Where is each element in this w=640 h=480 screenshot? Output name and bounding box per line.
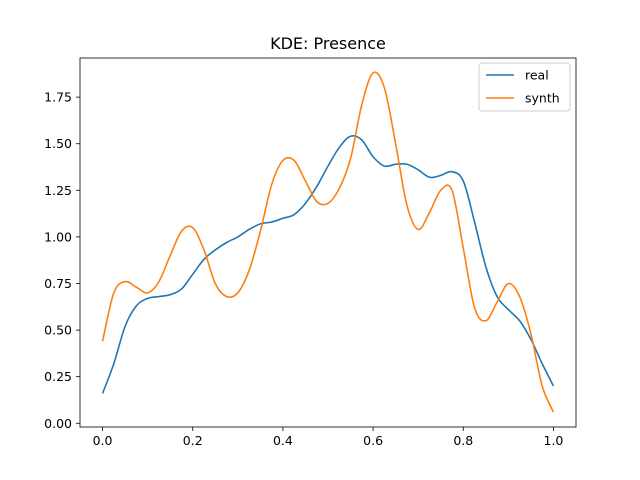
y-tick-label: 0.25 xyxy=(44,369,72,384)
plot-frame xyxy=(79,57,577,428)
y-tick-label: 1.25 xyxy=(44,183,72,198)
y-tick-label: 0.50 xyxy=(44,323,72,338)
y-tick-label: 1.50 xyxy=(44,136,72,151)
y-tick-label: 1.00 xyxy=(44,229,72,244)
y-axis: 0.00 0.25 0.50 0.75 1.00 1.25 1.50 1.75 xyxy=(44,90,80,431)
series-line-synth xyxy=(101,71,555,413)
y-tick-label: 1.75 xyxy=(44,90,72,105)
x-tick-label: 0.8 xyxy=(453,433,473,448)
y-tick-label: 0.75 xyxy=(44,276,72,291)
x-axis: 0.0 0.2 0.4 0.6 0.8 1.0 xyxy=(93,427,564,448)
y-tick-label: 0.00 xyxy=(44,416,72,431)
x-tick-label: 0.4 xyxy=(273,433,293,448)
legend-label-synth: synth xyxy=(525,91,560,106)
x-tick-label: 0.6 xyxy=(363,433,383,448)
chart-title: KDE: Presence xyxy=(270,34,386,53)
plot-area xyxy=(101,71,555,413)
series-line-real xyxy=(101,135,555,394)
x-tick-label: 0.0 xyxy=(93,433,113,448)
legend: real synth xyxy=(478,62,571,112)
x-tick-label: 1.0 xyxy=(544,433,564,448)
legend-label-real: real xyxy=(525,68,549,83)
x-tick-label: 0.2 xyxy=(183,433,203,448)
